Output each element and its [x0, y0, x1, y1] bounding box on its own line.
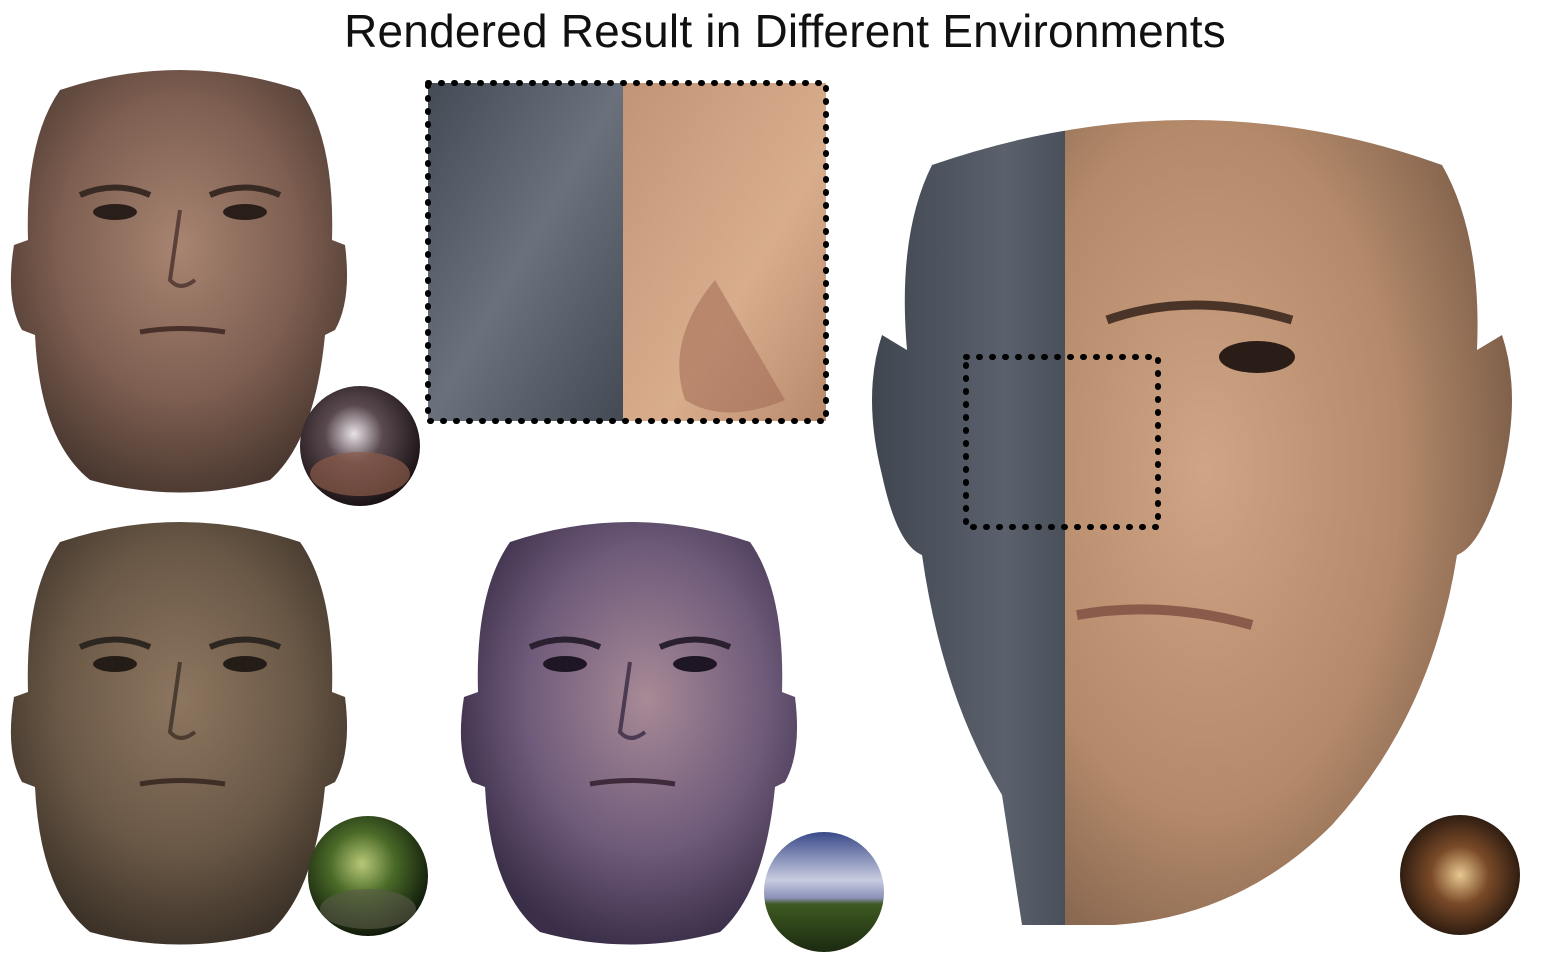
zoom-inset-nose: [425, 80, 831, 426]
face-render-split-geometry-texture: [862, 95, 1534, 925]
environment-sphere-sky-field: [762, 830, 886, 954]
face-render-indoor: [0, 60, 360, 500]
environment-sphere-forest: [306, 814, 430, 938]
face-render-sky-field: [450, 512, 810, 952]
figure-title: Rendered Result in Different Environment…: [344, 5, 1226, 57]
face-render-forest: [0, 512, 360, 952]
environment-sphere-indoor: [298, 384, 422, 508]
environment-sphere-interior-lobby: [1398, 813, 1522, 937]
